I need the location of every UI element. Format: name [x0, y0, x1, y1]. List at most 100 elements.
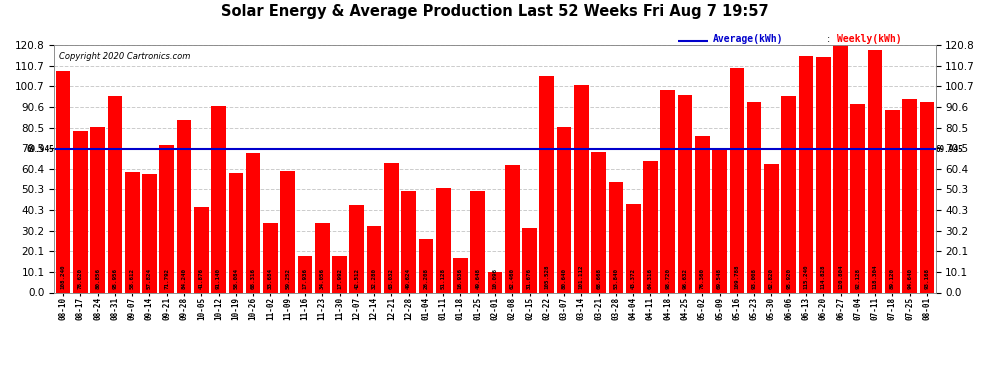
Text: 98.720: 98.720	[665, 268, 670, 290]
Bar	[556, 127, 571, 292]
Bar	[159, 146, 174, 292]
Text: :: :	[827, 34, 830, 44]
Text: 69.945: 69.945	[27, 145, 54, 154]
Text: 33.684: 33.684	[268, 268, 273, 290]
Bar	[522, 228, 537, 292]
Text: 32.280: 32.280	[371, 268, 376, 290]
Bar	[868, 50, 882, 292]
Text: 51.128: 51.128	[441, 268, 446, 290]
Bar	[194, 207, 209, 292]
Bar	[746, 102, 761, 292]
Text: 16.936: 16.936	[458, 268, 463, 290]
Text: 95.956: 95.956	[113, 268, 118, 290]
Text: 49.624: 49.624	[406, 268, 411, 290]
Text: 26.208: 26.208	[424, 268, 429, 290]
Bar	[419, 239, 434, 292]
Bar	[591, 152, 606, 292]
Bar	[298, 256, 312, 292]
Text: Weekly(kWh): Weekly(kWh)	[837, 34, 901, 44]
Bar	[211, 106, 226, 292]
Text: 80.856: 80.856	[95, 268, 100, 290]
Bar	[125, 172, 140, 292]
Text: 53.840: 53.840	[614, 268, 619, 290]
Text: 10.096: 10.096	[492, 268, 498, 290]
Bar	[470, 191, 485, 292]
Text: 41.876: 41.876	[199, 268, 204, 290]
Bar	[799, 56, 814, 292]
Bar	[453, 258, 468, 292]
Bar	[176, 120, 191, 292]
Text: 17.992: 17.992	[337, 268, 342, 290]
Text: 42.512: 42.512	[354, 268, 359, 290]
Text: 95.920: 95.920	[786, 268, 791, 290]
Text: 120.804: 120.804	[838, 265, 843, 290]
Text: 57.824: 57.824	[147, 268, 152, 290]
Text: 115.240: 115.240	[804, 265, 809, 290]
Text: 58.084: 58.084	[234, 268, 239, 290]
Text: 31.676: 31.676	[527, 268, 532, 290]
Text: 105.528: 105.528	[544, 265, 549, 290]
Bar	[333, 256, 346, 292]
Bar	[315, 223, 330, 292]
Bar	[108, 96, 122, 292]
Bar	[902, 99, 917, 292]
Text: 62.820: 62.820	[769, 268, 774, 290]
Text: 92.128: 92.128	[855, 268, 860, 290]
Bar	[644, 161, 657, 292]
Bar	[712, 150, 727, 292]
Bar	[920, 102, 935, 292]
Text: Solar Energy & Average Production Last 52 Weeks Fri Aug 7 19:57: Solar Energy & Average Production Last 5…	[221, 4, 769, 19]
Bar	[816, 57, 831, 292]
Text: 71.792: 71.792	[164, 268, 169, 290]
Bar	[280, 171, 295, 292]
Text: 109.788: 109.788	[735, 265, 740, 290]
Bar	[73, 131, 88, 292]
Bar	[660, 90, 675, 292]
Bar	[143, 174, 156, 292]
Bar	[574, 86, 589, 292]
Bar	[850, 104, 865, 292]
Text: Average(kWh): Average(kWh)	[713, 34, 783, 44]
Bar	[764, 164, 779, 292]
Text: 34.056: 34.056	[320, 268, 325, 290]
Text: 114.828: 114.828	[821, 265, 826, 290]
Text: 69.945: 69.945	[936, 145, 963, 154]
Bar	[436, 188, 450, 292]
Text: 68.316: 68.316	[250, 268, 255, 290]
Bar	[488, 272, 502, 292]
Text: 101.112: 101.112	[579, 265, 584, 290]
Bar	[730, 68, 744, 292]
Text: 17.936: 17.936	[303, 268, 308, 290]
Bar	[834, 45, 847, 292]
Bar	[366, 226, 381, 292]
Bar	[781, 96, 796, 292]
Text: 118.304: 118.304	[872, 265, 877, 290]
Text: 89.120: 89.120	[890, 268, 895, 290]
Bar	[401, 191, 416, 292]
Text: 69.548: 69.548	[717, 268, 722, 290]
Bar	[626, 204, 641, 292]
Bar	[678, 94, 692, 292]
Text: 59.252: 59.252	[285, 268, 290, 290]
Bar	[540, 76, 554, 292]
Text: 43.372: 43.372	[631, 268, 636, 290]
Bar	[263, 224, 278, 292]
Text: 94.640: 94.640	[907, 268, 912, 290]
Bar	[695, 136, 710, 292]
Text: 63.032: 63.032	[389, 268, 394, 290]
Bar	[246, 153, 260, 292]
Text: 76.360: 76.360	[700, 268, 705, 290]
Text: 80.640: 80.640	[561, 268, 566, 290]
Bar	[55, 71, 70, 292]
Bar	[609, 182, 624, 292]
Text: 62.460: 62.460	[510, 268, 515, 290]
Bar	[229, 174, 244, 292]
Text: 84.240: 84.240	[181, 268, 186, 290]
Text: 91.140: 91.140	[216, 268, 221, 290]
Text: 93.008: 93.008	[751, 268, 756, 290]
Text: 78.620: 78.620	[78, 268, 83, 290]
Bar	[505, 165, 520, 292]
Text: 108.240: 108.240	[60, 265, 65, 290]
Text: 64.316: 64.316	[648, 268, 653, 290]
Text: 96.632: 96.632	[682, 268, 687, 290]
